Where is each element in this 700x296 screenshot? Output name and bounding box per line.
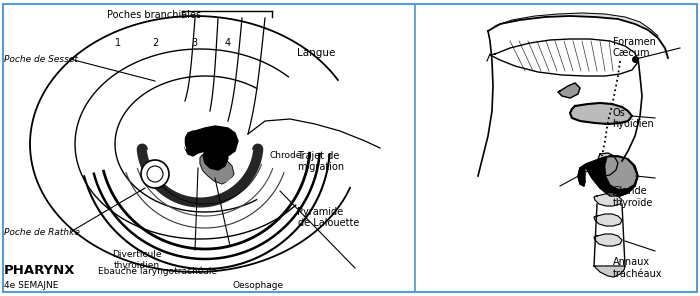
Text: Chrode: Chrode bbox=[270, 151, 302, 160]
Text: Poche de Rathke: Poche de Rathke bbox=[4, 228, 79, 237]
Text: Langue: Langue bbox=[298, 48, 336, 58]
Text: 4e SEMAJNE: 4e SEMAJNE bbox=[4, 281, 58, 290]
Polygon shape bbox=[594, 266, 625, 277]
Text: PHARYNX: PHARYNX bbox=[4, 264, 75, 277]
Text: Foramen
Cæcum: Foramen Cæcum bbox=[612, 37, 655, 58]
Polygon shape bbox=[558, 83, 580, 98]
Polygon shape bbox=[578, 156, 638, 196]
Polygon shape bbox=[596, 153, 618, 176]
Polygon shape bbox=[488, 13, 668, 58]
Text: Os
hyoïdien: Os hyoïdien bbox=[612, 108, 654, 129]
Text: Poche de Sesset: Poche de Sesset bbox=[4, 55, 78, 64]
Polygon shape bbox=[594, 234, 622, 246]
Text: Pyramide
de Lalouette: Pyramide de Lalouette bbox=[298, 207, 359, 228]
Polygon shape bbox=[185, 126, 238, 158]
Text: Diverticule
thyroidien: Diverticule thyroidien bbox=[112, 250, 161, 270]
Text: Oesophage: Oesophage bbox=[232, 281, 284, 290]
Circle shape bbox=[141, 160, 169, 188]
Text: Glande
thyroïde: Glande thyroïde bbox=[612, 186, 653, 207]
Polygon shape bbox=[570, 103, 632, 124]
Text: 3: 3 bbox=[192, 38, 197, 48]
Polygon shape bbox=[200, 154, 234, 184]
Circle shape bbox=[147, 166, 163, 182]
Text: 4: 4 bbox=[225, 38, 230, 48]
Text: Poches branchiales: Poches branchiales bbox=[107, 10, 201, 20]
Text: Annaux
trachéaux: Annaux trachéaux bbox=[612, 257, 662, 279]
Text: 2: 2 bbox=[153, 38, 158, 48]
Text: Ebauche laryngotrachéale: Ebauche laryngotrachéale bbox=[98, 266, 217, 276]
Polygon shape bbox=[594, 194, 622, 206]
Polygon shape bbox=[606, 158, 636, 188]
Polygon shape bbox=[203, 148, 228, 170]
Text: 1: 1 bbox=[115, 38, 120, 48]
Text: Trajet de
migration: Trajet de migration bbox=[298, 151, 344, 172]
Polygon shape bbox=[594, 214, 622, 226]
